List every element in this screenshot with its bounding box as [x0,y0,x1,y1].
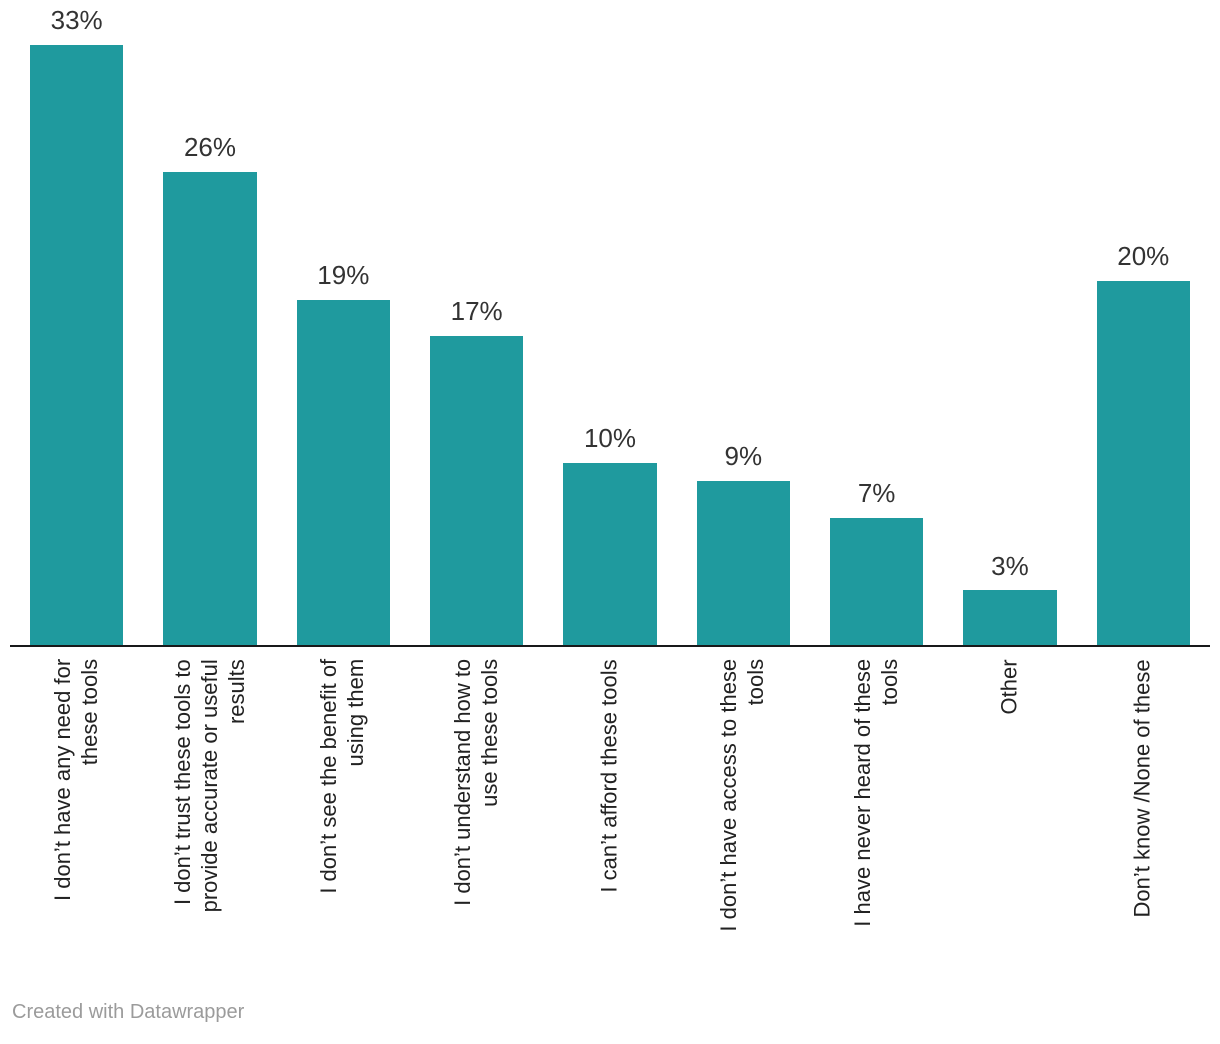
datawrapper-credit-link[interactable]: Created with Datawrapper [12,1001,245,1023]
bar [30,45,124,645]
bar-column: 19% [277,259,410,645]
bar-value-label: 7% [857,477,896,508]
bar [963,590,1057,645]
bar [296,299,390,645]
bar-value-label: 20% [1117,241,1170,272]
x-axis-label-cell: Other [943,659,1076,959]
bar-column: 26% [143,132,276,645]
x-axis-label-cell: I don’t have any need for these tools [10,659,143,959]
bar-column: 33% [10,5,143,645]
x-axis-category-label: Other [996,658,1022,715]
bar-column: 10% [543,423,676,645]
x-axis-category-label: I don’t see the benefit of using them [316,659,369,894]
bar-value-label: 17% [450,296,503,327]
bar [429,335,524,645]
x-axis-category-label: Don’t know /None of these [1129,658,1155,918]
x-axis-category-label: I can’t afford these tools [596,658,622,893]
x-axis-category-label: I have never heard of these tools [849,659,902,927]
x-axis-category-label: I don’t trust these tools to provide acc… [169,658,249,913]
x-axis-label-cell: I don’t see the benefit of using them [277,659,410,959]
bar-value-label: 10% [583,423,636,454]
x-axis-label-cell: I can’t afford these tools [543,659,676,959]
x-axis-label-cell: I don’t have access to these tools [677,659,810,959]
x-axis-category-label: I don’t understand how to use these tool… [449,659,502,907]
bar-value-label: 33% [50,5,103,36]
bar [1096,281,1190,645]
bar-value-label: 3% [991,550,1029,581]
bar-column: 7% [810,477,943,645]
bar [696,481,790,645]
x-axis-label-cell: Don’t know /None of these [1077,659,1210,959]
x-axis-label-cell: I don’t understand how to use these tool… [410,659,543,959]
chart-footer: Created with Datawrapper [10,1001,1210,1024]
bar-column: 3% [943,550,1076,645]
x-axis-label-cell: I don’t trust these tools to provide acc… [143,659,276,959]
x-axis-category-label: I don’t have any need for these tools [49,659,102,902]
x-axis-labels: I don’t have any need for these tools I d… [10,659,1210,959]
bar-value-label: 9% [724,441,763,472]
bar-column: 20% [1077,242,1210,645]
plot-area: 33% 26% 19% 17% 10% 9% 7% 3% 20% [10,0,1210,647]
bar-column: 17% [410,296,543,645]
bar-value-label: 19% [317,259,370,290]
bar [163,172,257,645]
x-axis-category-label: I don’t have access to these tools [716,659,769,932]
bar-value-label: 26% [183,132,237,163]
bar-column: 9% [677,442,810,645]
x-axis-label-cell: I have never heard of these tools [810,659,943,959]
bar [563,463,657,645]
bar [829,517,924,645]
